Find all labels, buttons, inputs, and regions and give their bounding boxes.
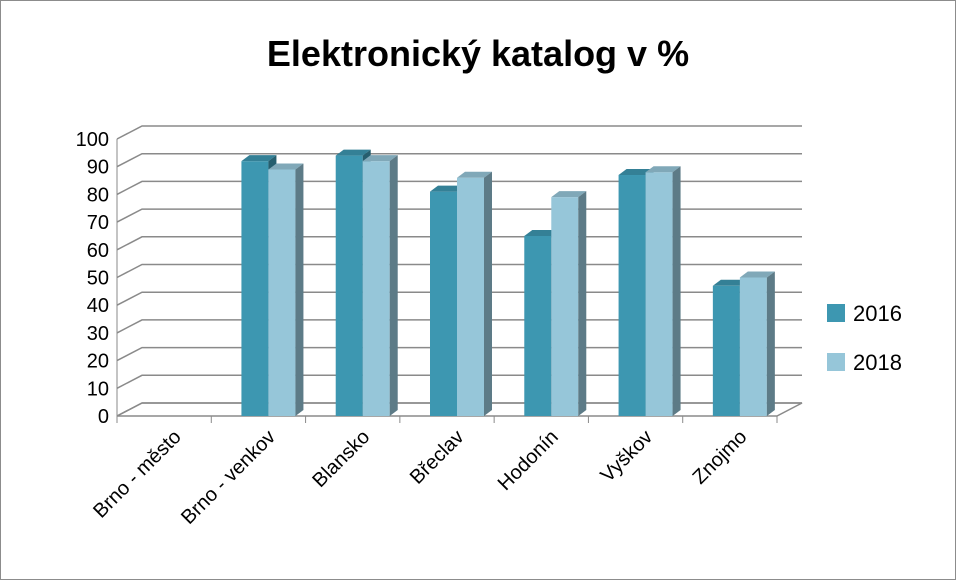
bar-top-2016 <box>241 155 277 162</box>
x-tick-label: Hodonín <box>494 426 563 495</box>
x-tick-label: Brno - venkov <box>177 426 280 529</box>
bar-top-2018 <box>551 191 587 198</box>
bar-side-2018 <box>295 163 304 416</box>
bar-2016 <box>430 191 457 416</box>
bar-top-2018 <box>268 163 304 170</box>
bar-top-2016 <box>712 279 748 286</box>
bar-2018 <box>551 197 579 416</box>
y-tick-label: 50 <box>87 268 109 290</box>
y-tick-label: 100 <box>76 129 109 151</box>
legend-swatch-2018 <box>827 353 845 371</box>
bar-2016 <box>524 235 552 416</box>
bar-side-2018 <box>766 271 775 416</box>
bar-2018 <box>268 169 296 416</box>
x-tick-label: Blansko <box>308 426 374 492</box>
bar-top-2018 <box>645 166 681 173</box>
y-tick-label: 70 <box>87 212 109 234</box>
bar-top-2016 <box>335 149 371 156</box>
bar-2016 <box>241 161 269 416</box>
x-tick-label: Brno - město <box>89 426 186 523</box>
gridline <box>116 125 802 140</box>
bar-2016 <box>618 175 646 416</box>
bar-top-2018 <box>739 271 775 278</box>
y-tick-label: 10 <box>87 378 109 400</box>
y-tick-label: 60 <box>87 240 109 262</box>
bar-2018 <box>362 161 390 416</box>
chart-title: Elektronický katalog v % <box>266 33 690 74</box>
bar-top-2018 <box>362 155 398 162</box>
y-tick-label: 40 <box>87 295 109 317</box>
bar-top-2016 <box>430 185 465 192</box>
bar-top-2016 <box>524 229 560 236</box>
y-tick-label: 0 <box>98 406 109 428</box>
legend-swatch-2016 <box>827 304 845 322</box>
gridline <box>116 152 802 168</box>
bar-side-2018 <box>578 191 587 416</box>
bar-side-2018 <box>672 166 681 416</box>
x-tick-label: Znojmo <box>689 426 752 489</box>
y-tick-label: 80 <box>87 184 109 206</box>
y-tick-label: 30 <box>87 323 109 345</box>
bar-top-2016 <box>618 169 654 176</box>
bar-2016 <box>712 285 740 416</box>
x-tick-label: Vyškov <box>596 426 657 487</box>
bar-2016 <box>335 155 363 416</box>
bar-side-2018 <box>389 155 398 416</box>
bar-side-2018 <box>484 171 492 416</box>
y-tick-label: 20 <box>87 351 109 373</box>
bar-2018 <box>739 277 767 416</box>
y-tick-label: 90 <box>87 157 109 179</box>
bar-2018 <box>457 177 484 416</box>
bar-top-2018 <box>457 171 492 178</box>
x-tick-label: Břeclav <box>406 426 469 489</box>
bar-2018 <box>645 172 673 416</box>
legend-label-2018: 2018 <box>853 350 902 375</box>
gridline <box>116 180 802 196</box>
legend-label-2016: 2016 <box>853 301 902 326</box>
